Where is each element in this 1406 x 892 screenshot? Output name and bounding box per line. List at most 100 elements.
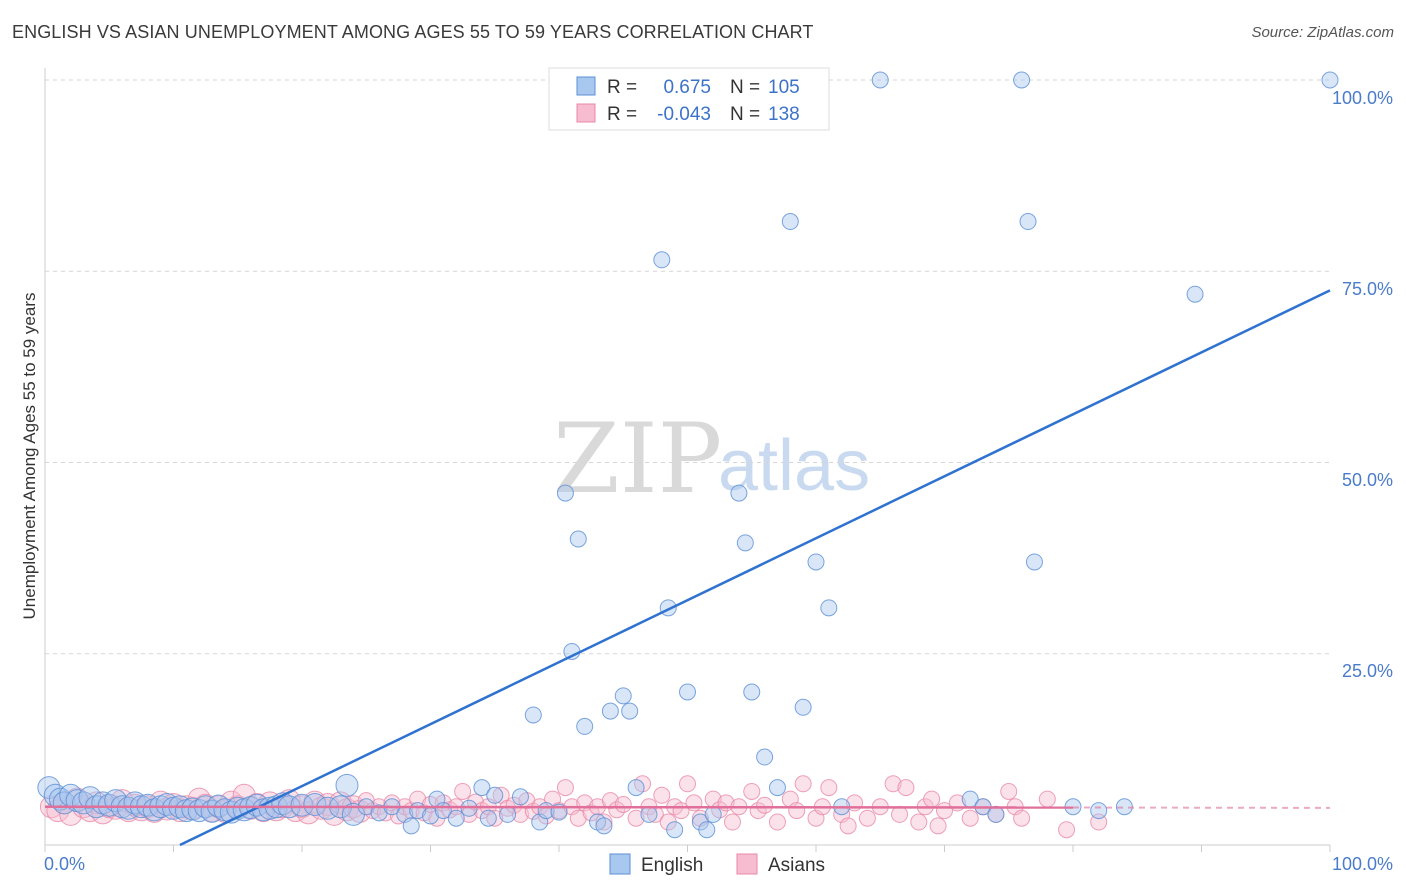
asians-point — [923, 790, 941, 808]
asians-point — [46, 799, 70, 823]
asians-point — [788, 802, 806, 820]
english-point — [743, 683, 761, 701]
english-trend-line — [179, 289, 1331, 847]
english-point — [447, 809, 465, 827]
asians-point — [595, 813, 613, 831]
english-point — [479, 809, 497, 827]
english-point — [730, 484, 748, 502]
english-point — [524, 706, 542, 724]
english-point — [576, 717, 594, 735]
asians-point — [1013, 809, 1031, 827]
english-point — [511, 788, 529, 806]
asians-point — [929, 817, 947, 835]
bottom-legend-swatch-asians — [736, 853, 758, 875]
y-axis-title: Unemployment Among Ages 55 to 59 years — [20, 293, 39, 620]
asians-point — [653, 786, 671, 804]
english-point — [595, 817, 613, 835]
english-point — [820, 599, 838, 617]
asians-point — [839, 817, 857, 835]
bottom-legend-swatch-english — [609, 853, 631, 875]
asians-point — [601, 792, 619, 810]
grid — [45, 79, 1330, 655]
asians-point — [614, 795, 632, 813]
english-point — [142, 798, 166, 822]
asians-point — [756, 796, 774, 814]
english-point — [601, 702, 619, 720]
english-point — [569, 530, 587, 548]
x-axis-ticks — [44, 845, 1331, 852]
english-point — [473, 779, 491, 797]
asians-point — [1000, 782, 1018, 800]
english-point — [794, 698, 812, 716]
asians-point — [556, 779, 574, 797]
asians-point — [335, 798, 359, 822]
asians-point — [743, 782, 761, 800]
y-tick-label-100: 100.0% — [1332, 88, 1393, 108]
legend-r-label-english: R = — [607, 77, 637, 98]
english-point — [736, 534, 754, 552]
english-point — [499, 805, 517, 823]
english-point — [1013, 71, 1031, 89]
english-point — [653, 251, 671, 269]
asians-point — [897, 779, 915, 797]
english-point — [704, 805, 722, 823]
asians-point — [505, 796, 523, 814]
legend-box — [548, 67, 830, 131]
legend-r-value-asians: -0.043 — [657, 104, 711, 125]
english-point — [1321, 71, 1339, 89]
trend-lines — [44, 289, 1331, 847]
english-point — [756, 748, 774, 766]
x-tick-label-100: 100.0% — [1332, 854, 1393, 874]
english-point — [666, 821, 684, 839]
english-point — [871, 71, 889, 89]
english-point — [781, 213, 799, 231]
legend-n-value-asians: 138 — [768, 104, 800, 125]
english-point — [187, 799, 211, 823]
english-point — [627, 779, 645, 797]
english-point — [303, 792, 327, 816]
asians-point — [569, 809, 587, 827]
english-point — [316, 796, 340, 820]
legend-swatch-asians — [576, 103, 596, 123]
english-point — [556, 484, 574, 502]
english-point — [1186, 285, 1204, 303]
asians-point — [794, 775, 812, 793]
asians-point — [910, 813, 928, 831]
asians-trend-line — [44, 805, 1074, 809]
bottom-legend-label-asians: Asians — [768, 855, 825, 876]
english-point — [1019, 213, 1037, 231]
asians-point — [309, 796, 333, 820]
asians-point — [884, 775, 902, 793]
asians-point — [858, 809, 876, 827]
legend: R = 0.675 N = 105 R = -0.043 N = 138 — [548, 67, 830, 131]
english-point — [136, 793, 160, 817]
english-point — [768, 779, 786, 797]
asians-point — [679, 775, 696, 793]
english-point — [335, 773, 359, 797]
bottom-legend: English Asians — [609, 853, 825, 876]
english-point — [698, 821, 716, 839]
asians-point — [723, 813, 741, 831]
english-point — [486, 786, 504, 804]
watermark-atlas: atlas — [718, 426, 870, 506]
asians-point — [627, 809, 645, 827]
english-point — [679, 683, 696, 701]
y-tick-label-50: 50.0% — [1342, 470, 1393, 490]
legend-n-label-english: N = — [730, 77, 760, 98]
asians-point — [1058, 821, 1076, 839]
english-point — [987, 805, 1005, 823]
english-point — [807, 553, 825, 571]
legend-r-value-english: 0.675 — [663, 77, 711, 98]
legend-r-label-asians: R = — [607, 104, 637, 125]
asians-point — [685, 794, 703, 812]
asians-point — [582, 804, 600, 822]
english-point — [1025, 553, 1043, 571]
asians-point — [891, 805, 909, 823]
asians-point — [486, 809, 504, 827]
chart-title: ENGLISH VS ASIAN UNEMPLOYMENT AMONG AGES… — [12, 22, 814, 42]
y-tick-label-25: 25.0% — [1342, 661, 1393, 681]
asians-point — [961, 809, 979, 827]
asians-point — [454, 782, 472, 800]
english-point — [1090, 802, 1108, 820]
